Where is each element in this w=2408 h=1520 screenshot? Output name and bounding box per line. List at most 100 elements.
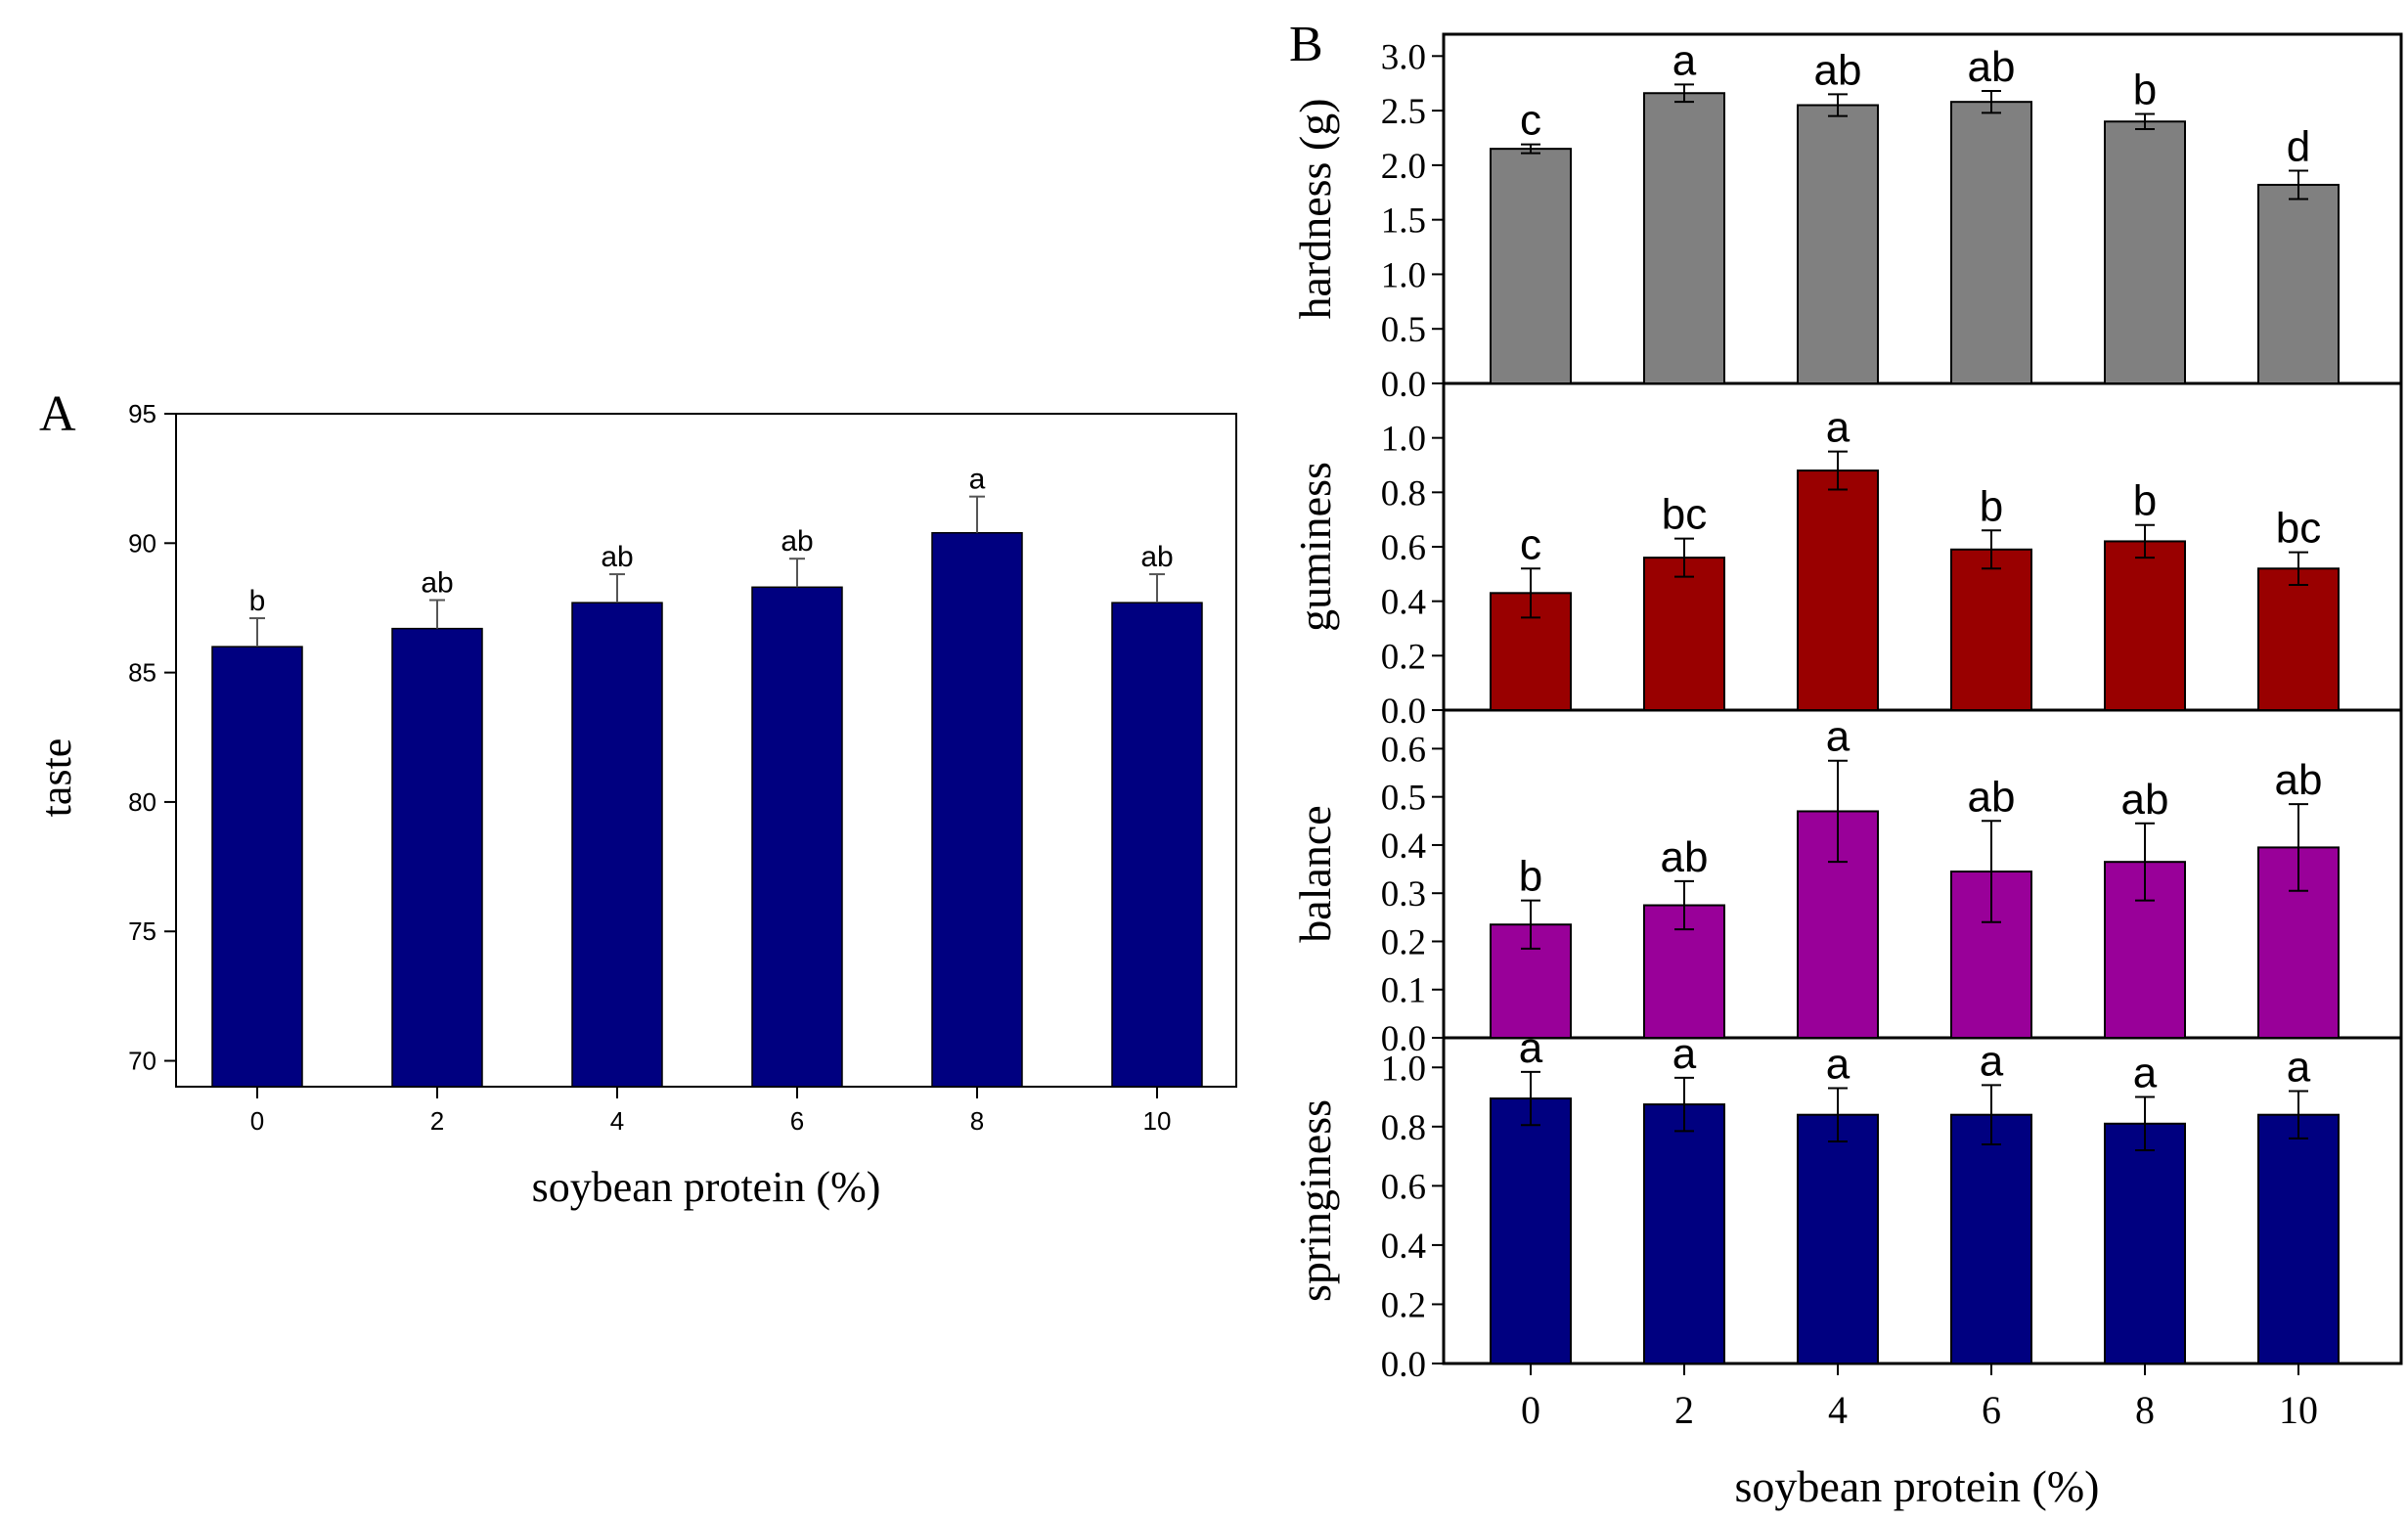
guminess-y-axis-title: guminess [1290,462,1340,632]
hardness-bar [1490,148,1572,384]
hardness-y-tick-label: 0.0 [1381,365,1426,405]
panel-a-significance-letter: ab [601,541,633,573]
subplot-balance: 0.0 0.1 0.2 0.3 0.4 0.5 0.6 balance b ab a ab ab ab [1290,713,2340,1059]
springiness-y-tick-label: 0.0 [1381,1345,1426,1385]
panel-a-y-tick-label: 95 [128,399,156,428]
guminess-y-tick-label: 0.0 [1381,692,1426,732]
springiness-significance-letter: a [1519,1024,1543,1072]
springiness-y-tick-label: 0.4 [1381,1227,1426,1267]
springiness-significance-letter: a [1672,1030,1697,1078]
panel-b-x-tick-label: 6 [1982,1388,2001,1432]
panel-a-y-tick-label: 80 [128,787,156,817]
panel-a-x-tick-label: 6 [790,1106,804,1136]
balance-y-tick-label: 0.5 [1381,779,1426,819]
panel-a-plot-frame [175,413,1237,1088]
hardness-significance-letter: a [1672,36,1697,84]
springiness-bar [1490,1097,1572,1364]
hardness-y-tick-label: 2.5 [1381,92,1426,132]
springiness-y-tick-label: 0.8 [1381,1108,1426,1148]
panel-b-x-tick-label: 8 [2135,1388,2155,1432]
springiness-significance-letter: a [2133,1050,2158,1097]
panel-a-x-axis: 0 2 4 6 8 10 [250,1087,1172,1136]
panel-a-label: A [39,386,76,442]
balance-significance-letter: a [1826,713,1851,761]
hardness-significance-letter: c [1520,97,1541,145]
panel-a-bar [931,531,1023,1088]
panel-a-bars: b ab ab ab a ab [211,464,1203,1088]
guminess-bar [2257,567,2340,711]
panel-a-x-tick-label: 0 [250,1106,264,1136]
panel-b-x-tick-label: 10 [2279,1388,2318,1432]
hardness-bar [1950,101,2032,384]
hardness-y-tick-label: 1.0 [1381,255,1426,295]
balance-y-tick-label: 0.6 [1381,730,1426,770]
guminess-significance-letter: c [1520,520,1541,568]
panel-b-x-axis: 0 2 4 6 8 10 [1521,1364,2318,1432]
panel-a-bar [1111,602,1203,1088]
guminess-bar [2104,540,2186,712]
panel-a-x-tick-label: 10 [1143,1106,1172,1136]
subplot-guminess: 0.0 0.2 0.4 0.6 0.8 1.0 guminess c bc a b b bc [1290,404,2340,732]
springiness-significance-letter: a [1826,1040,1851,1088]
hardness-significance-letter: ab [1814,46,1862,94]
guminess-significance-letter: bc [2276,505,2321,553]
panel-b-x-tick-label: 4 [1828,1388,1848,1432]
panel-a-y-tick-label: 85 [128,658,156,688]
panel-a-y-tick-label: 70 [128,1047,156,1076]
hardness-significance-letter: d [2287,122,2310,170]
hardness-y-tick-label: 1.5 [1381,201,1426,242]
springiness-y-axis-title: springiness [1290,1099,1340,1302]
springiness-y-tick-label: 0.2 [1381,1285,1426,1325]
panel-b-plot-frame [1442,32,2403,1365]
guminess-y-tick-label: 0.8 [1381,473,1426,514]
guminess-significance-letter: bc [1662,491,1707,539]
hardness-y-tick-label: 0.5 [1381,310,1426,350]
guminess-y-tick-label: 0.2 [1381,637,1426,677]
balance-y-tick-label: 0.1 [1381,971,1426,1011]
hardness-y-axis-title: hardness (g) [1290,98,1340,319]
balance-y-axis-title: balance [1290,805,1340,942]
springiness-bar [1950,1113,2032,1365]
balance-significance-letter: ab [2275,756,2323,804]
panel-a-y-tick-label: 90 [128,528,156,558]
panel-b-x-tick-label: 0 [1521,1388,1540,1432]
balance-y-tick-label: 0.2 [1381,922,1426,962]
springiness-significance-letter: a [1980,1037,2004,1085]
subplot-hardness: 0.0 0.5 1.0 1.5 2.0 2.5 3.0 hardness (g) c a ab ab b… [1290,36,2340,405]
subplot-springiness: 0.0 0.2 0.4 0.6 0.8 1.0 springiness a a a a a a [1290,1024,2340,1385]
balance-y-tick-label: 0.4 [1381,827,1426,867]
hardness-bar [2257,183,2340,384]
springiness-bar [1643,1103,1725,1364]
balance-bar [1490,923,1572,1040]
guminess-significance-letter: a [1826,404,1851,452]
panel-a-bar [571,602,663,1088]
springiness-bar [1797,1113,1879,1365]
panel-a-significance-letter: b [249,585,266,617]
panel-a-y-tick-label: 75 [128,916,156,946]
guminess-significance-letter: b [2133,477,2157,525]
hardness-significance-letter: ab [1968,43,2016,91]
panel-a-x-tick-label: 2 [430,1106,444,1136]
hardness-bar [1643,92,1725,385]
springiness-bar [2104,1122,2186,1364]
hardness-y-tick-label: 2.0 [1381,147,1426,187]
hardness-y-tick-label: 3.0 [1381,37,1426,77]
springiness-y-tick-label: 0.6 [1381,1167,1426,1207]
panel-a-x-axis-title: soybean protein (%) [532,1163,881,1211]
panel-a-significance-letter: ab [1140,541,1173,573]
panel-a-significance-letter: a [969,464,986,496]
guminess-significance-letter: b [1980,482,2003,530]
panel-b-x-axis-title: soybean protein (%) [1735,1461,2100,1511]
springiness-bar [2257,1113,2340,1365]
balance-significance-letter: ab [1968,773,2016,821]
balance-significance-letter: ab [1661,833,1709,881]
panel-a-y-axis-title: taste [32,738,80,818]
guminess-bar [1797,469,1879,712]
panel-a-bar [391,627,483,1088]
guminess-bar [1643,557,1725,712]
panel-b-x-tick-label: 2 [1674,1388,1694,1432]
balance-significance-letter: ab [2121,776,2169,824]
